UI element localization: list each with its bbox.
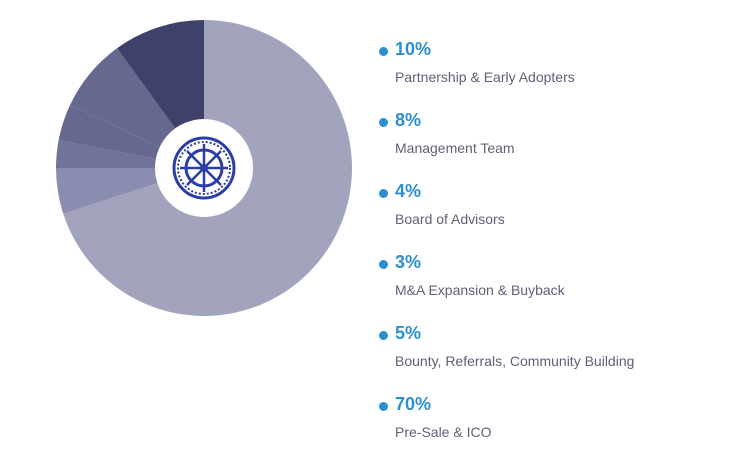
legend-bullet-icon <box>379 189 388 198</box>
legend-value: 4% <box>395 181 422 201</box>
legend-bullet-icon <box>379 402 388 411</box>
legend-bullet-icon <box>379 47 388 56</box>
logo-outer-ring <box>172 136 236 200</box>
logo-spoke <box>186 167 205 186</box>
legend-label: Bounty, Referrals, Community Building <box>395 353 635 369</box>
chart-legend: 10% Partnership & Early Adopters 8% Mana… <box>379 38 739 455</box>
legend-item: 8% Management Team <box>379 109 739 180</box>
logo-spoke <box>203 150 222 169</box>
legend-value: 10% <box>395 39 432 59</box>
legend-label: Partnership & Early Adopters <box>395 69 575 85</box>
legend-value: 8% <box>395 110 422 130</box>
ship-wheel-logo <box>172 136 236 200</box>
legend-value: 70% <box>395 394 432 414</box>
legend-item: 10% Partnership & Early Adopters <box>379 38 739 109</box>
legend-label: M&A Expansion & Buyback <box>395 282 565 298</box>
legend-value: 3% <box>395 252 422 272</box>
legend-bullet-icon <box>379 118 388 127</box>
donut-chart <box>56 20 352 316</box>
legend-item: 4% Board of Advisors <box>379 180 739 251</box>
legend-item: 5% Bounty, Referrals, Community Building <box>379 322 739 393</box>
logo-spoke <box>203 167 222 186</box>
legend-bullet-icon <box>379 331 388 340</box>
legend-item: 70% Pre-Sale & ICO <box>379 393 739 455</box>
logo-spoke <box>186 150 205 169</box>
legend-item: 3% M&A Expansion & Buyback <box>379 251 739 322</box>
legend-value: 5% <box>395 323 422 343</box>
logo-wheel-hub <box>200 164 208 172</box>
legend-label: Board of Advisors <box>395 211 505 227</box>
legend-label: Management Team <box>395 140 515 156</box>
legend-bullet-icon <box>379 260 388 269</box>
logo-dotted-ring <box>177 141 231 195</box>
legend-label: Pre-Sale & ICO <box>395 424 492 440</box>
